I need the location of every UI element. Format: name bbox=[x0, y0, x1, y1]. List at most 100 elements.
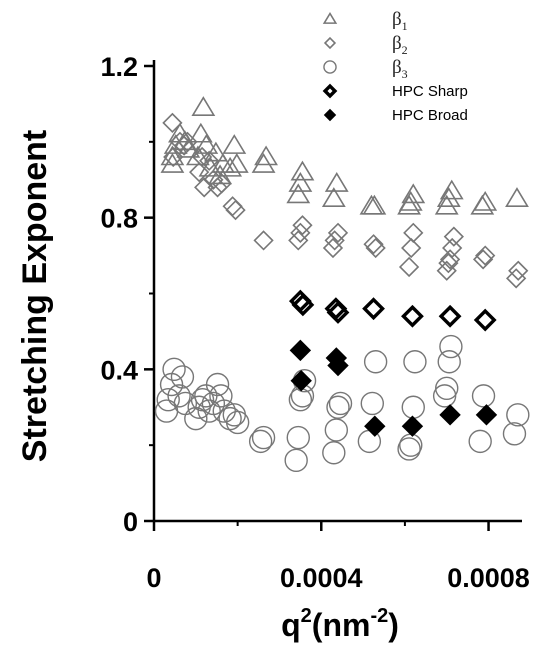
data-point bbox=[286, 183, 311, 204]
legend-marker bbox=[323, 36, 337, 50]
legend-label: β3 bbox=[392, 57, 408, 81]
data-point bbox=[437, 350, 461, 374]
data-point bbox=[439, 334, 463, 359]
data-point bbox=[218, 156, 243, 177]
x-axis-label: q2(nm-2) bbox=[281, 605, 399, 643]
data-point bbox=[209, 384, 233, 408]
data-point bbox=[199, 150, 220, 171]
data-point bbox=[189, 162, 210, 183]
data-point bbox=[224, 153, 249, 173]
data-point bbox=[173, 391, 198, 416]
x-tick-label: 0.0008 bbox=[447, 563, 530, 593]
ticks: 0 0.4 0.8 1.2 0 0.0004 0.0008 bbox=[100, 52, 529, 593]
data-point bbox=[442, 237, 463, 259]
data-points bbox=[154, 96, 530, 473]
x-axis-label-sup1: 2 bbox=[301, 605, 312, 627]
data-point bbox=[438, 304, 462, 328]
data-point bbox=[364, 415, 386, 437]
data-point bbox=[248, 429, 273, 454]
data-point bbox=[327, 222, 349, 243]
data-point bbox=[506, 403, 530, 427]
legend-label: HPC Broad bbox=[392, 107, 468, 124]
data-point bbox=[289, 339, 312, 362]
data-point bbox=[473, 190, 498, 211]
data-point bbox=[360, 391, 384, 416]
data-point bbox=[397, 194, 422, 215]
data-point bbox=[362, 194, 387, 215]
data-point bbox=[439, 179, 464, 200]
data-point bbox=[362, 297, 385, 321]
data-point bbox=[502, 422, 527, 446]
data-point bbox=[321, 187, 346, 208]
data-point bbox=[508, 260, 529, 281]
data-point bbox=[403, 350, 427, 374]
data-point bbox=[163, 146, 184, 168]
data-point bbox=[397, 437, 421, 461]
data-point bbox=[292, 215, 313, 236]
data-point bbox=[398, 256, 420, 278]
data-point bbox=[434, 194, 459, 215]
data-point bbox=[322, 441, 346, 465]
x-axis-label-mid: (nm bbox=[312, 607, 371, 643]
data-point bbox=[156, 387, 180, 412]
data-point bbox=[475, 245, 496, 266]
data-point bbox=[211, 173, 232, 194]
x-axis-label-sup2: -2 bbox=[370, 605, 388, 627]
data-point bbox=[191, 96, 216, 117]
data-point bbox=[473, 308, 497, 332]
data-point bbox=[225, 199, 246, 221]
y-tick-label: 0 bbox=[123, 507, 138, 537]
data-point bbox=[222, 196, 243, 217]
data-point bbox=[327, 354, 349, 377]
data-point bbox=[194, 177, 215, 198]
data-point bbox=[324, 230, 345, 251]
legend-marker bbox=[323, 60, 337, 74]
data-point bbox=[286, 425, 310, 450]
data-point bbox=[475, 404, 498, 426]
data-point bbox=[222, 134, 247, 154]
data-point bbox=[188, 122, 213, 143]
data-point bbox=[439, 249, 461, 270]
legend-marker bbox=[322, 11, 338, 24]
data-point bbox=[160, 153, 185, 173]
data-point bbox=[162, 112, 183, 134]
data-point bbox=[208, 164, 232, 185]
x-tick-label: 0.0004 bbox=[280, 563, 363, 593]
data-point bbox=[365, 237, 386, 259]
axes bbox=[152, 60, 522, 523]
data-point bbox=[403, 222, 424, 243]
y-axis-label: Stretching Exponent bbox=[16, 130, 54, 462]
data-point bbox=[162, 357, 186, 382]
data-point bbox=[205, 372, 230, 397]
data-point bbox=[211, 153, 235, 173]
legend-label: β1 bbox=[392, 9, 408, 33]
data-point bbox=[284, 448, 308, 473]
data-point bbox=[326, 395, 350, 419]
data-point bbox=[505, 187, 529, 208]
data-point bbox=[203, 141, 228, 162]
data-point bbox=[324, 171, 349, 192]
series-2 bbox=[162, 112, 529, 289]
data-point bbox=[197, 399, 221, 423]
data-point bbox=[291, 293, 315, 317]
data-point bbox=[290, 370, 312, 392]
data-point bbox=[398, 190, 423, 211]
data-point bbox=[253, 230, 274, 251]
data-point bbox=[401, 183, 426, 204]
x-axis-label-end: ) bbox=[388, 607, 399, 643]
data-point bbox=[173, 135, 195, 156]
data-point bbox=[363, 350, 388, 374]
data-point bbox=[328, 391, 353, 416]
x-axis-label-base: q bbox=[281, 607, 301, 643]
data-point bbox=[468, 429, 492, 454]
data-point bbox=[443, 226, 464, 247]
data-point bbox=[190, 387, 215, 412]
data-point bbox=[324, 418, 349, 442]
legend-label: HPC Sharp bbox=[392, 83, 468, 100]
data-point bbox=[251, 153, 276, 173]
data-point bbox=[401, 304, 424, 328]
series-3 bbox=[154, 334, 530, 473]
data-point bbox=[401, 395, 425, 419]
data-point bbox=[363, 234, 384, 255]
